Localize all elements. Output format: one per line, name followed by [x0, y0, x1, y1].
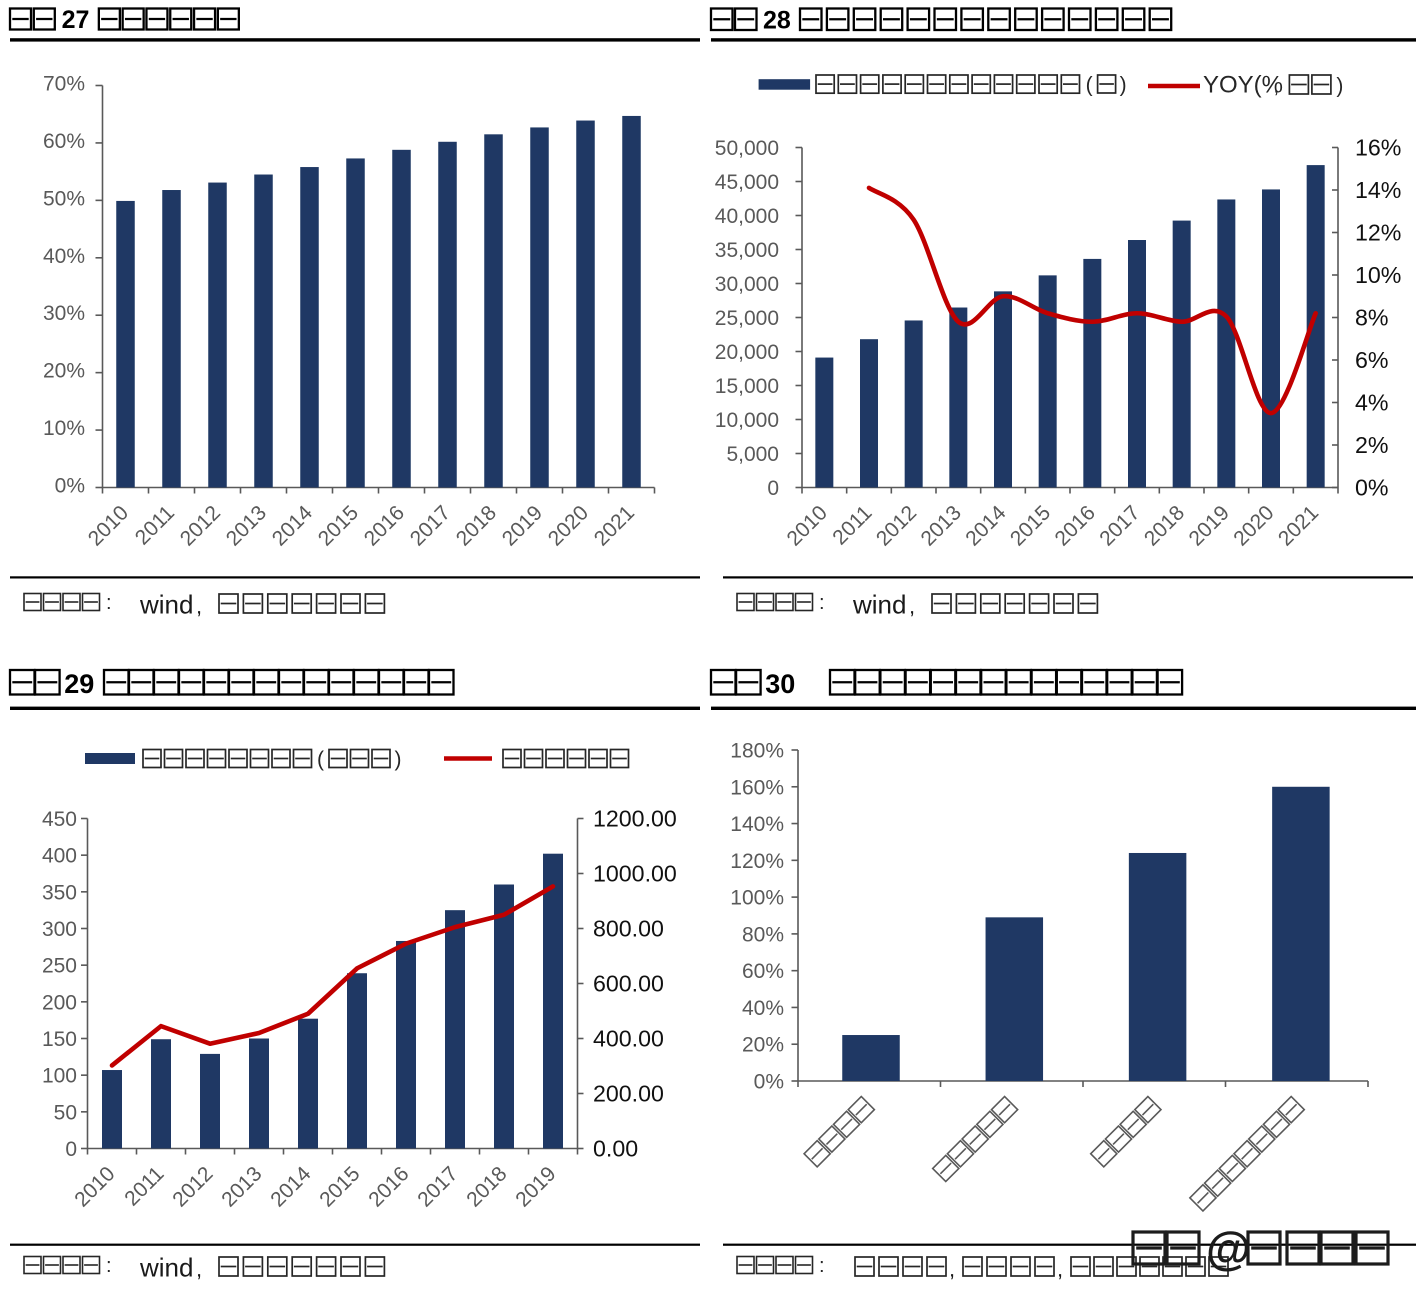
svg-text::: :: [819, 1255, 825, 1277]
svg-text:0%: 0%: [1355, 475, 1389, 501]
svg-text:): ): [1120, 74, 1127, 97]
svg-text:0.00: 0.00: [593, 1136, 638, 1162]
svg-text:15,000: 15,000: [715, 375, 779, 398]
svg-text:(: (: [1086, 74, 1093, 97]
svg-text:250: 250: [42, 955, 77, 978]
svg-text:60%: 60%: [742, 960, 784, 983]
svg-text:wind: wind: [852, 590, 906, 620]
svg-text:200: 200: [42, 991, 77, 1014]
svg-text:,: ,: [909, 594, 915, 619]
svg-text:1000.00: 1000.00: [593, 861, 677, 887]
svg-text:20%: 20%: [742, 1034, 784, 1057]
svg-text:@: @: [1206, 1222, 1251, 1274]
svg-text:400: 400: [42, 845, 77, 868]
svg-text:70%: 70%: [43, 73, 85, 96]
svg-text:14%: 14%: [1355, 177, 1401, 203]
svg-text:16%: 16%: [1355, 135, 1401, 161]
svg-text:): ): [395, 748, 402, 771]
svg-text:100%: 100%: [730, 887, 784, 910]
svg-text:1200.00: 1200.00: [593, 806, 677, 832]
svg-text:50,000: 50,000: [715, 137, 779, 160]
svg-text:140%: 140%: [730, 813, 784, 836]
svg-text::: :: [106, 1255, 112, 1277]
svg-text:80%: 80%: [742, 923, 784, 946]
svg-text:45,000: 45,000: [715, 171, 779, 194]
svg-text:450: 450: [42, 808, 77, 831]
svg-text:25,000: 25,000: [715, 307, 779, 330]
svg-text:350: 350: [42, 881, 77, 904]
svg-text:5,000: 5,000: [726, 443, 779, 466]
svg-text:,: ,: [196, 1257, 202, 1282]
svg-text::: :: [819, 592, 825, 614]
svg-text:0: 0: [767, 477, 779, 500]
svg-text:2%: 2%: [1355, 432, 1389, 458]
svg-text:YOY(%: YOY(%: [1203, 72, 1283, 99]
svg-text:30%: 30%: [43, 302, 85, 325]
svg-text:27: 27: [62, 6, 90, 34]
svg-text:30,000: 30,000: [715, 273, 779, 296]
svg-text:40%: 40%: [43, 245, 85, 268]
svg-text:800.00: 800.00: [593, 916, 664, 942]
svg-text:0%: 0%: [55, 475, 85, 498]
svg-text:20%: 20%: [43, 360, 85, 383]
svg-text:0%: 0%: [754, 1071, 784, 1094]
svg-text:180%: 180%: [730, 740, 784, 763]
svg-text:8%: 8%: [1355, 305, 1389, 331]
svg-text:40,000: 40,000: [715, 205, 779, 228]
svg-text:wind: wind: [139, 590, 193, 620]
svg-text:,: ,: [1273, 75, 1279, 98]
svg-text::: :: [106, 592, 112, 614]
svg-text:,: ,: [1057, 1257, 1063, 1282]
svg-text:6%: 6%: [1355, 347, 1389, 373]
svg-text:300: 300: [42, 918, 77, 941]
svg-text:(: (: [317, 748, 324, 771]
svg-text:20,000: 20,000: [715, 341, 779, 364]
svg-text:,: ,: [196, 594, 202, 619]
svg-text:4%: 4%: [1355, 390, 1389, 416]
svg-text:10,000: 10,000: [715, 409, 779, 432]
svg-text:160%: 160%: [730, 776, 784, 799]
svg-text:wind: wind: [139, 1253, 193, 1283]
svg-text:120%: 120%: [730, 850, 784, 873]
svg-text:28: 28: [763, 7, 791, 35]
svg-text:10%: 10%: [1355, 262, 1401, 288]
svg-text:150: 150: [42, 1028, 77, 1051]
svg-text:10%: 10%: [43, 417, 85, 440]
svg-text:0: 0: [65, 1138, 77, 1161]
svg-text:200.00: 200.00: [593, 1081, 664, 1107]
svg-text:,: ,: [949, 1257, 955, 1282]
svg-text:600.00: 600.00: [593, 971, 664, 997]
svg-text:400.00: 400.00: [593, 1026, 664, 1052]
svg-text:50: 50: [54, 1101, 77, 1124]
svg-text:35,000: 35,000: [715, 239, 779, 262]
svg-text:30: 30: [765, 669, 795, 699]
svg-text:): ): [1336, 75, 1343, 98]
svg-text:100: 100: [42, 1065, 77, 1088]
svg-text:12%: 12%: [1355, 220, 1401, 246]
svg-text:60%: 60%: [43, 130, 85, 153]
svg-text:50%: 50%: [43, 187, 85, 210]
svg-text:40%: 40%: [742, 997, 784, 1020]
svg-text:29: 29: [64, 669, 94, 699]
